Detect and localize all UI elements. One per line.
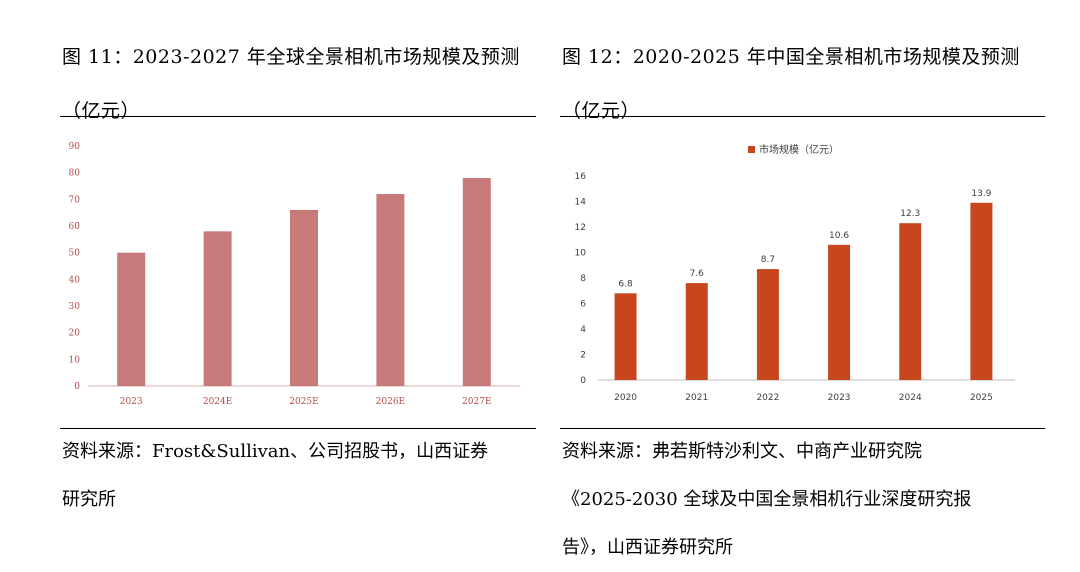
- x-tick-label: 2020: [614, 393, 637, 403]
- legend-label: 市场规模（亿元）: [759, 143, 839, 156]
- y-tick-label: 6: [580, 300, 586, 310]
- left-chart: 0 10 20 30 40 50 60 70 80 90 2023 2024E 2025E 2026E 20…: [69, 142, 520, 407]
- x-tick-label: 2021: [685, 393, 708, 403]
- bar: [203, 231, 232, 386]
- y-tick-label: 10: [69, 355, 81, 365]
- right-top-rule: [560, 116, 1045, 117]
- y-tick-label: 16: [575, 172, 587, 182]
- y-tick-label: 10: [575, 249, 587, 259]
- x-tick-label: 2027E: [462, 397, 491, 407]
- y-tick-label: 60: [69, 222, 81, 232]
- bar: [376, 194, 405, 386]
- bar: [828, 244, 851, 380]
- x-tick-label: 2024E: [203, 397, 232, 407]
- data-label: 7.6: [690, 269, 705, 279]
- data-label: 12.3: [900, 209, 920, 219]
- right-source-line3: 告》，山西证券研究所: [562, 537, 733, 558]
- left-source-line2: 研究所: [62, 489, 116, 510]
- bar: [290, 210, 318, 386]
- left-top-rule: [60, 116, 536, 117]
- bar: [685, 283, 708, 380]
- y-tick-label: 8: [580, 274, 586, 284]
- bar: [970, 202, 993, 380]
- y-tick-label: 40: [69, 275, 81, 285]
- data-label: 8.7: [761, 255, 775, 265]
- data-label: 10.6: [829, 231, 849, 241]
- right-figure-title: 图 12：2020-2025 年中国全景相机市场规模及预测 （亿元）: [562, 30, 1020, 138]
- right-source: 资料来源：弗若斯特沙利文、中商产业研究院 《2025-2030 全球及中国全景相…: [562, 428, 971, 572]
- y-tick-label: 2: [580, 351, 586, 361]
- legend-swatch: [748, 146, 755, 153]
- right-title-line1: 图 12：2020-2025 年中国全景相机市场规模及预测: [562, 46, 1020, 68]
- y-tick-label: 14: [575, 198, 587, 208]
- x-tick-label: 2026E: [376, 397, 405, 407]
- bar: [462, 178, 491, 386]
- bar: [756, 269, 779, 380]
- x-tick-label: 2022: [756, 393, 779, 403]
- bar: [117, 252, 146, 386]
- x-tick-label: 2023: [120, 397, 143, 407]
- y-tick-label: 80: [69, 169, 81, 179]
- left-title-line1: 图 11：2023-2027 年全球全景相机市场规模及预测: [62, 46, 520, 68]
- data-label: 6.8: [618, 279, 633, 289]
- y-tick-label: 30: [69, 302, 81, 312]
- y-tick-label: 12: [575, 223, 586, 233]
- x-tick-label: 2024: [899, 393, 922, 403]
- left-source: 资料来源：Frost&Sullivan、公司招股书，山西证券 研究所: [62, 428, 488, 524]
- y-tick-label: 20: [69, 329, 81, 339]
- x-tick-label: 2023: [828, 393, 851, 403]
- left-figure-title: 图 11：2023-2027 年全球全景相机市场规模及预测 （亿元）: [62, 30, 520, 138]
- right-chart: 市场规模（亿元） 0 2 4 6 8 10 12 14 16 6.8 2020 7.6 2021 8.7 20…: [575, 143, 1015, 403]
- y-tick-label: 50: [69, 249, 81, 259]
- y-tick-label: 70: [69, 195, 81, 205]
- right-source-line1: 资料来源：弗若斯特沙利文、中商产业研究院: [562, 441, 922, 462]
- bar: [614, 293, 637, 380]
- y-tick-label: 4: [580, 325, 586, 335]
- x-tick-label: 2025E: [289, 397, 318, 407]
- left-source-line1: 资料来源：Frost&Sullivan、公司招股书，山西证券: [62, 441, 489, 462]
- right-source-line2: 《2025-2030 全球及中国全景相机行业深度研究报: [562, 489, 972, 510]
- data-label: 13.9: [971, 189, 991, 199]
- y-tick-label: 90: [69, 142, 81, 152]
- y-tick-label: 0: [580, 376, 586, 386]
- right-bottom-rule: [560, 428, 1045, 429]
- bar: [899, 223, 922, 380]
- y-tick-label: 0: [74, 382, 80, 392]
- left-bottom-rule: [60, 428, 536, 429]
- x-tick-label: 2025: [970, 393, 993, 403]
